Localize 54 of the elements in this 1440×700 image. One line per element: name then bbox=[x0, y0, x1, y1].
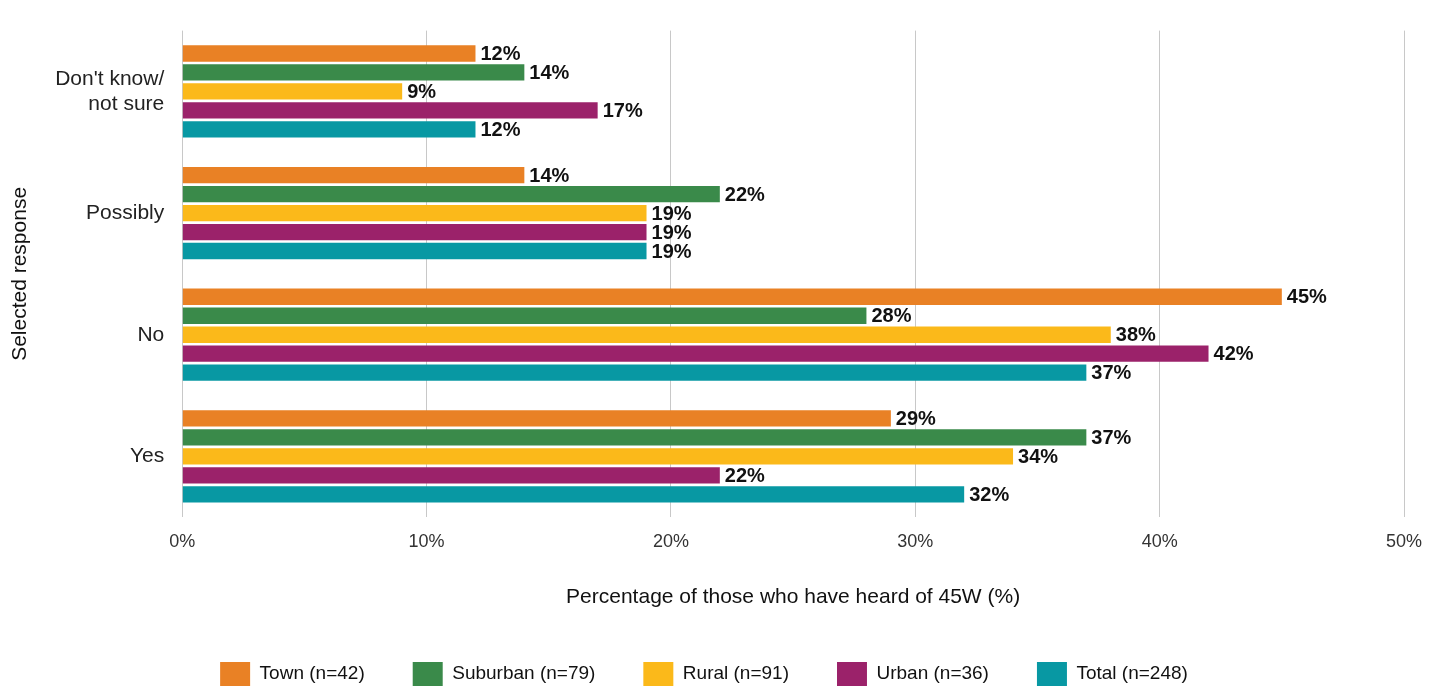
bar bbox=[182, 364, 1087, 381]
data-label: 37% bbox=[1091, 425, 1132, 448]
x-tick-label: 30% bbox=[897, 530, 934, 551]
bar bbox=[182, 429, 1087, 446]
bar bbox=[182, 185, 720, 203]
bar bbox=[182, 486, 965, 503]
bar bbox=[182, 223, 647, 241]
bar bbox=[182, 45, 476, 62]
y-tick-label: Don't know/ not sure bbox=[55, 65, 165, 114]
y-tick-label: Yes bbox=[129, 443, 165, 467]
bar bbox=[182, 166, 525, 184]
data-label: 34% bbox=[1018, 444, 1059, 467]
x-tick-label: 20% bbox=[652, 530, 689, 551]
data-label: 17% bbox=[602, 98, 643, 121]
bar bbox=[182, 410, 891, 427]
y-tick-label: Possibly bbox=[86, 199, 165, 223]
data-label: 14% bbox=[529, 163, 570, 186]
bar bbox=[182, 102, 598, 119]
bar bbox=[182, 448, 1014, 465]
y-tick-label: No bbox=[137, 321, 165, 345]
x-tick-label: 0% bbox=[169, 530, 196, 551]
x-axis-title: Percentage of those who have heard of 45W (%) bbox=[566, 584, 1021, 608]
legend-label: Urban (n=36) bbox=[876, 662, 989, 684]
bar bbox=[182, 64, 525, 81]
legend-label: Rural (n=91) bbox=[682, 662, 789, 684]
data-label: 12% bbox=[480, 117, 521, 140]
x-tick-label: 50% bbox=[1385, 530, 1423, 551]
x-tick-label: 10% bbox=[408, 530, 445, 551]
bar bbox=[182, 204, 647, 222]
bar bbox=[182, 307, 867, 324]
legend-label: Suburban (n=79) bbox=[452, 662, 596, 684]
data-label: 28% bbox=[871, 304, 912, 327]
data-label: 38% bbox=[1115, 323, 1157, 346]
data-label: 9% bbox=[407, 79, 437, 102]
bar bbox=[182, 83, 403, 100]
data-label: 14% bbox=[529, 60, 570, 83]
legend-label: Total (n=248) bbox=[1076, 662, 1188, 684]
data-label: 32% bbox=[969, 482, 1010, 505]
data-label: 22% bbox=[724, 182, 766, 205]
bar bbox=[182, 345, 1209, 362]
data-label: 45% bbox=[1286, 285, 1328, 308]
data-label: 42% bbox=[1213, 342, 1254, 365]
x-tick-label: 40% bbox=[1141, 530, 1178, 551]
data-label: 29% bbox=[895, 406, 937, 429]
bar bbox=[182, 326, 1111, 343]
data-label: 22% bbox=[724, 463, 766, 486]
data-label: 37% bbox=[1091, 361, 1132, 384]
data-label: 12% bbox=[480, 41, 521, 64]
bar bbox=[182, 288, 1282, 305]
legend-label: Town (n=42) bbox=[259, 662, 365, 684]
bar bbox=[182, 121, 476, 138]
bar bbox=[182, 467, 720, 484]
bar bbox=[182, 242, 647, 260]
y-axis-title: Selected response bbox=[7, 186, 31, 361]
